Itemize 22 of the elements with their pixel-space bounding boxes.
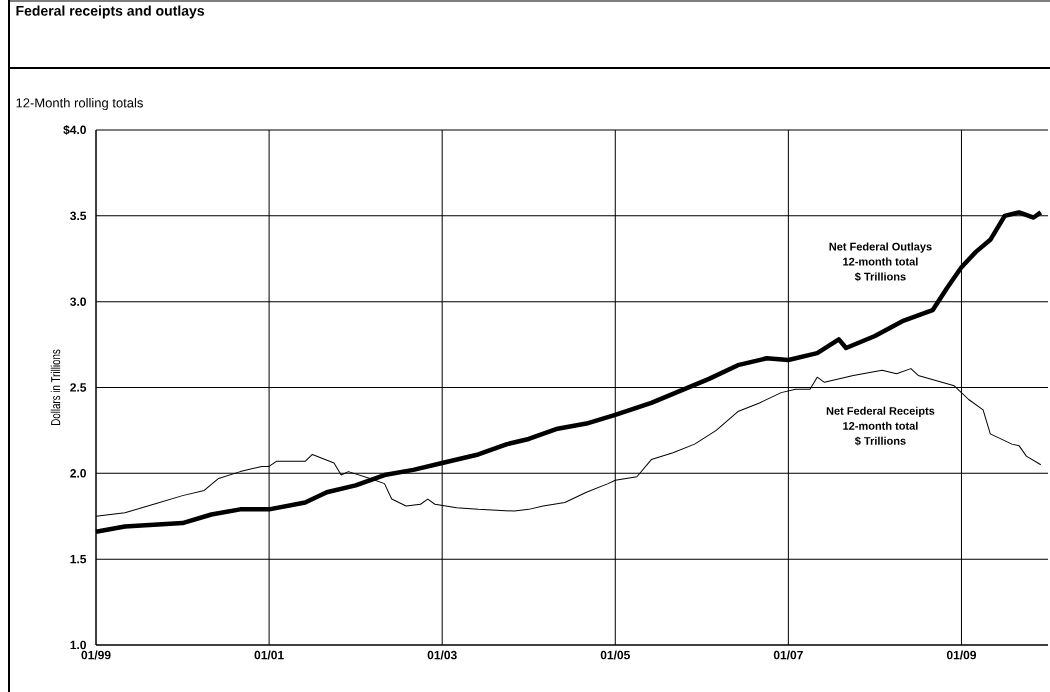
x-tick-label: 01/01	[254, 650, 284, 660]
y-tick-label: $4.0	[63, 125, 86, 135]
x-tick-label: 01/09	[946, 650, 977, 660]
annotation: $ Trillions	[854, 272, 906, 282]
chart-subtitle: 12-Month rolling totals	[16, 97, 143, 111]
y-tick-label: 3.5	[70, 211, 87, 221]
y-tick-label: 2.0	[70, 469, 86, 478]
y-tick-label: 1.0	[70, 640, 86, 650]
x-tick-label: 01/07	[773, 650, 803, 660]
text: Net Federal Outlays	[829, 242, 932, 253]
chart-title: Federal receipts and outlays	[16, 5, 205, 19]
y-tick-label: 1.5	[70, 554, 87, 564]
annotation: $ Trillions	[854, 436, 906, 446]
y-axis-title: Dollars in Trillions	[50, 349, 61, 425]
x-tick-label: 01/03	[427, 650, 457, 660]
annotation: 12-month total	[843, 257, 918, 266]
y-tick-label: 2.5	[70, 383, 87, 392]
y-tick-label: 3.0	[70, 297, 86, 306]
annotation: 12-month total	[843, 421, 918, 430]
x-tick-label: 01/99	[81, 650, 111, 660]
text: Net Federal Receipts	[826, 406, 935, 417]
x-tick-label: 01/05	[600, 650, 630, 660]
